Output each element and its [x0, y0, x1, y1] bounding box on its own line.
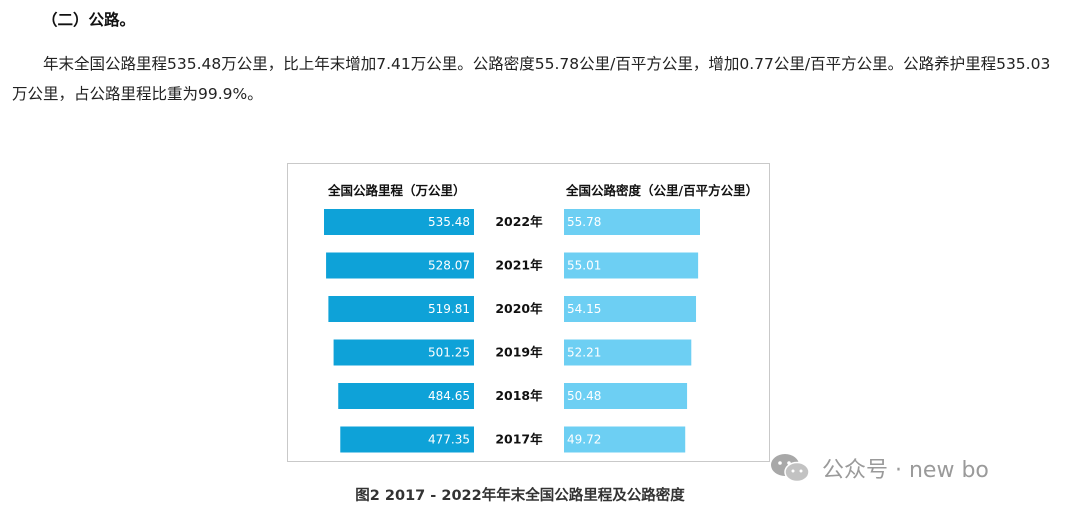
density-bar	[564, 339, 692, 366]
figure-caption: 图2 2017 - 2022年年末全国公路里程及公路密度	[355, 488, 685, 504]
density-series-title: 全国公路密度（公里/百平方公里）	[565, 183, 758, 198]
mileage-value-label: 484.65	[428, 389, 470, 403]
watermark-text: 公众号 · new bo	[822, 458, 989, 483]
watermark: 公众号 · new bo	[768, 450, 989, 486]
year-label: 2019年	[495, 345, 543, 360]
density-value-label: 55.01	[567, 259, 601, 273]
body-paragraph: 年末全国公路里程535.48万公里，比上年末增加7.41万公里。公路密度55.7…	[12, 55, 1051, 103]
year-label: 2018年	[495, 388, 543, 403]
year-label: 2020年	[495, 301, 543, 316]
mileage-bar	[338, 383, 474, 409]
year-label: 2017年	[495, 432, 543, 447]
density-bar	[564, 383, 688, 409]
density-value-label: 49.72	[567, 433, 601, 447]
section-title: （二）公路。	[42, 11, 136, 29]
density-value-label: 52.21	[567, 346, 601, 360]
mileage-density-chart: 全国公路里程（万公里） 全国公路密度（公里/百平方公里） 535.48 2022年 55…	[324, 183, 758, 453]
mileage-value-label: 528.07	[428, 259, 470, 273]
density-bar	[564, 252, 699, 279]
mileage-bar	[324, 209, 474, 235]
density-bar	[564, 426, 686, 453]
mileage-value-label: 535.48	[428, 215, 470, 229]
mileage-bar	[326, 252, 474, 279]
density-bar	[564, 209, 700, 235]
mileage-bar	[340, 426, 474, 453]
mileage-bar	[333, 339, 474, 366]
density-value-label: 54.15	[567, 302, 601, 316]
year-label: 2022年	[495, 214, 543, 229]
wechat-icon	[768, 450, 812, 486]
year-label: 2021年	[495, 258, 543, 273]
chart-frame: 全国公路里程（万公里） 全国公路密度（公里/百平方公里） 535.48 2022年 55…	[287, 163, 770, 462]
mileage-series-title: 全国公路里程（万公里）	[327, 183, 466, 198]
mileage-bar	[328, 296, 474, 322]
density-bar	[564, 296, 697, 322]
mileage-value-label: 501.25	[428, 346, 470, 360]
density-value-label: 55.78	[567, 215, 601, 229]
mileage-value-label: 477.35	[428, 433, 470, 447]
mileage-value-label: 519.81	[428, 302, 470, 316]
density-value-label: 50.48	[567, 389, 601, 403]
